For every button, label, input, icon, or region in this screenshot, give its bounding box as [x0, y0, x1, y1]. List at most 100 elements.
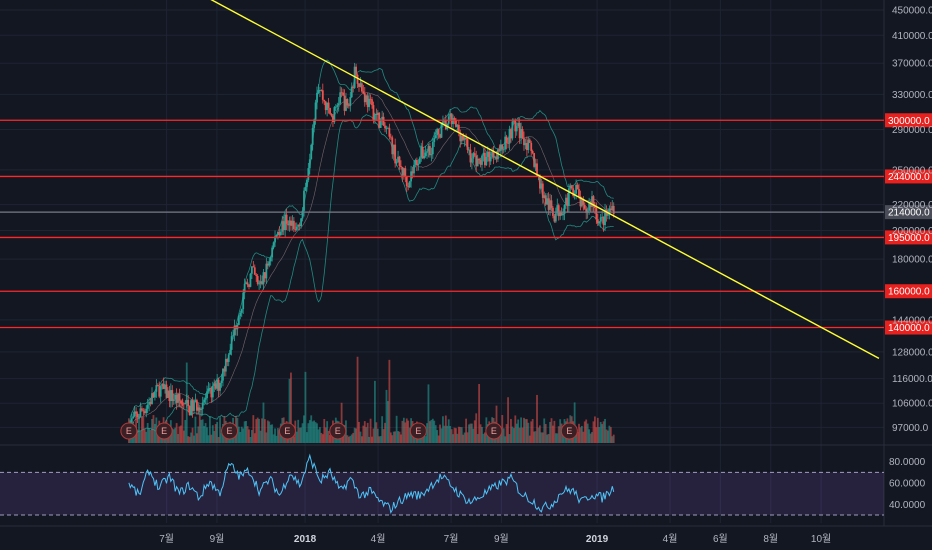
- volume-bar: [264, 419, 266, 443]
- volume-bar: [523, 417, 525, 443]
- volume-bar: [175, 423, 178, 443]
- candle-body: [217, 379, 220, 391]
- volume-bar: [194, 416, 197, 443]
- volume-bar: [446, 425, 449, 443]
- candle-body: [404, 168, 407, 177]
- volume-bar: [298, 427, 301, 443]
- candle-body: [407, 186, 410, 188]
- volume-bar: [136, 429, 139, 443]
- candle-body: [316, 92, 318, 103]
- volume-bar: [375, 422, 378, 443]
- volume-bar: [502, 428, 505, 443]
- candle-body: [418, 157, 421, 164]
- candle-body: [502, 149, 505, 151]
- volume-bar: [300, 427, 302, 443]
- volume-bar: [402, 417, 405, 443]
- candle-body: [443, 120, 446, 122]
- candle-body: [504, 136, 507, 150]
- trendline-segment: [210, 0, 880, 359]
- candle-body: [295, 226, 298, 230]
- candle-body: [488, 151, 491, 162]
- candle-body: [470, 158, 473, 163]
- candle-body: [146, 404, 149, 409]
- candle-body: [310, 144, 313, 160]
- candle-body: [222, 368, 224, 381]
- volume-bar: [608, 425, 611, 443]
- candle-body: [245, 282, 247, 284]
- volume-bar: [379, 436, 382, 443]
- volume-bar: [583, 421, 586, 443]
- candle-body: [469, 149, 472, 163]
- volume-bar: [152, 415, 155, 443]
- trendline[interactable]: [129, 0, 880, 359]
- level-label-bg: [885, 230, 932, 245]
- candle-body: [233, 325, 236, 336]
- candle-body: [602, 216, 605, 226]
- candle-body: [277, 231, 279, 236]
- candle-body: [303, 190, 305, 211]
- volume-bar: [326, 421, 329, 443]
- candle-body: [437, 128, 440, 135]
- candle-body: [585, 208, 588, 213]
- candle-body: [145, 408, 148, 414]
- volume-bar: [369, 418, 372, 443]
- volume-bar: [537, 427, 540, 443]
- candle-body: [272, 242, 275, 248]
- candle-body: [533, 153, 536, 167]
- level-label: 160000.0: [888, 287, 930, 298]
- candle-body: [148, 401, 151, 405]
- candle-body: [329, 107, 331, 114]
- volume-bar: [469, 423, 472, 443]
- candle-body: [371, 99, 373, 106]
- volume-bar: [311, 421, 314, 443]
- volume-bar: [355, 428, 357, 443]
- volume-bar: [184, 419, 187, 443]
- volume-bar: [507, 397, 509, 443]
- volume-bar: [233, 432, 236, 443]
- candle-body: [599, 217, 602, 222]
- candle-body: [256, 276, 259, 284]
- volume-bar: [443, 425, 446, 443]
- candle-body: [191, 400, 194, 411]
- candle-body: [304, 186, 307, 191]
- event-marker: [221, 422, 239, 440]
- volume-bar: [180, 425, 182, 443]
- candle-body: [203, 399, 206, 403]
- candle-body: [334, 106, 337, 108]
- candle-body: [194, 400, 197, 402]
- candle-body: [132, 416, 135, 419]
- price-tick-label: 97000.0: [892, 423, 929, 434]
- candle-body: [539, 175, 541, 189]
- candle-body: [139, 408, 142, 417]
- volume-bar: [453, 427, 456, 443]
- candle-body: [456, 124, 459, 127]
- candle-body: [433, 138, 436, 143]
- volume-bar: [304, 371, 307, 443]
- candle-body: [547, 198, 550, 210]
- candle-body: [240, 309, 243, 313]
- horizontal-levels: 300000.0 244000.0 214000.0 195000.0 160000.0…: [0, 113, 932, 335]
- candle-body: [544, 195, 547, 205]
- candle-body: [177, 393, 179, 403]
- volume-bar: [206, 427, 208, 443]
- volume-bar: [195, 433, 198, 443]
- candle-body: [172, 399, 175, 402]
- candle-body: [444, 120, 447, 130]
- candle-body: [307, 168, 310, 180]
- candle-body: [195, 400, 198, 411]
- candle-body: [174, 394, 177, 400]
- candle-body: [206, 391, 208, 399]
- volume-bar: [188, 436, 191, 443]
- volume-bar: [384, 422, 386, 443]
- candle-body: [388, 127, 391, 137]
- volume-bar: [578, 423, 580, 443]
- volume-bar: [601, 424, 604, 443]
- volume-bar: [440, 428, 443, 443]
- candle-body: [578, 189, 580, 197]
- time-tick-label: 7월: [444, 533, 459, 545]
- time-tick-label: 2019: [586, 534, 609, 545]
- candle-body: [287, 223, 289, 226]
- volume-bar: [609, 427, 612, 443]
- candle-body: [149, 401, 152, 405]
